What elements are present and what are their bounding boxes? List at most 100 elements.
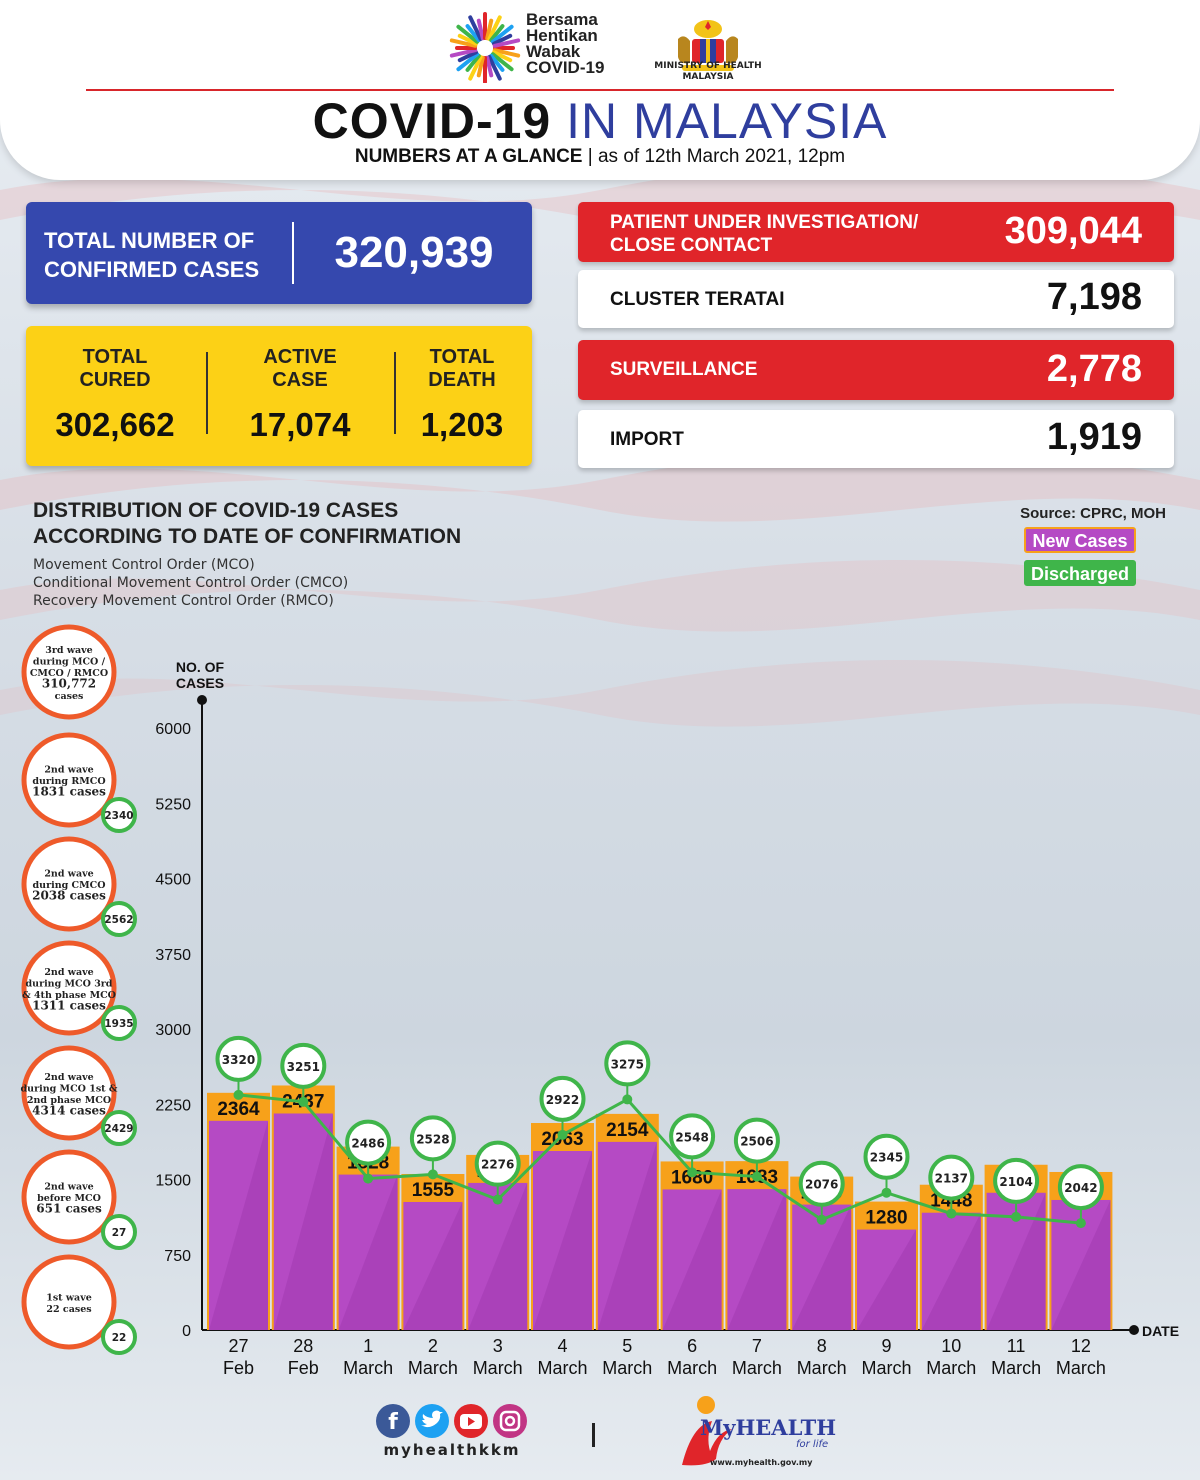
discharged-value-label: 2528 xyxy=(416,1132,449,1146)
active-case-stat: ACTIVE CASE 17,074 xyxy=(222,346,378,444)
bar-shade xyxy=(273,1113,333,1330)
stat-label: TOTAL DEATH xyxy=(428,346,496,391)
discharged-point: 3251 xyxy=(280,1042,327,1107)
bar-group: 2063 xyxy=(531,1123,594,1330)
wave-text: during MCO 3rd xyxy=(26,978,113,989)
wave-discharged-bubble xyxy=(101,1110,137,1146)
x-tick-label: 4 xyxy=(557,1336,567,1356)
discharged-value-label: 3251 xyxy=(287,1060,320,1074)
discharged-point: 2104 xyxy=(993,1157,1040,1222)
wave-text: 2nd phase MCO xyxy=(27,1095,111,1106)
wave-text: 1311 cases xyxy=(32,998,106,1012)
discharged-value-label: 2922 xyxy=(546,1093,579,1107)
wave-text: 2038 cases xyxy=(32,889,106,903)
source-row-surveillance: SURVEILLANCE 2,778 xyxy=(578,340,1174,400)
wave-text: 1831 cases xyxy=(32,785,106,799)
wave-circle xyxy=(21,1254,117,1350)
stat-label: TOTAL CURED xyxy=(79,346,151,391)
bar-shade xyxy=(468,1182,528,1330)
campaign-logo-text: Bersama Hentikan Wabak COVID-19 xyxy=(526,10,605,77)
x-tick-label: March xyxy=(667,1358,717,1378)
wave-circle xyxy=(21,732,117,828)
discharged-bubble xyxy=(409,1115,456,1162)
stat-value: 1,203 xyxy=(420,406,504,443)
wave-text: 2nd wave xyxy=(44,869,93,880)
x-tick-label: 7 xyxy=(752,1336,762,1356)
bar-shade xyxy=(662,1189,722,1330)
source-value: 7,198 xyxy=(1046,276,1142,318)
discharged-bubble xyxy=(798,1160,845,1207)
discharged-point: 2506 xyxy=(733,1117,780,1182)
wave-circle xyxy=(21,940,117,1036)
discharged-bubble xyxy=(733,1117,780,1164)
wave-text: 1st wave xyxy=(46,1292,92,1303)
malaysia-coat-of-arms-icon xyxy=(678,20,738,71)
bar-shade xyxy=(338,1174,398,1330)
wave-text: 4314 cases xyxy=(32,1103,106,1117)
wave-text: 2nd wave xyxy=(44,1072,93,1083)
x-tick-label: 3 xyxy=(493,1336,503,1356)
discharged-value-label: 3275 xyxy=(611,1057,644,1071)
x-tick-label: 11 xyxy=(1007,1336,1026,1356)
wave-discharged-bubble xyxy=(101,1005,137,1041)
wave-text: 2nd wave xyxy=(44,765,93,776)
bar-shade xyxy=(1051,1199,1111,1330)
wave-discharged-value: 2429 xyxy=(104,1123,133,1135)
bar-shade xyxy=(209,1120,268,1330)
discharged-line xyxy=(238,1093,1082,1225)
bar-shade xyxy=(597,1141,657,1330)
discharged-point: 2042 xyxy=(1057,1164,1104,1229)
footer: f myhealthkkm MyHEALTH for life www.myhe… xyxy=(0,1395,1200,1480)
facebook-icon xyxy=(376,1404,410,1438)
wave-discharged-bubble xyxy=(101,1319,137,1355)
x-tick-label: March xyxy=(602,1358,652,1378)
bar-shade xyxy=(792,1204,852,1330)
wave-circle xyxy=(21,1045,117,1141)
footer-divider xyxy=(592,1423,595,1447)
bar-shade xyxy=(533,1151,592,1330)
myhealth-tagline: for life xyxy=(796,1439,828,1450)
discharged-point: 2276 xyxy=(474,1140,521,1205)
summary-divider xyxy=(206,352,208,434)
x-tick-label: March xyxy=(991,1358,1041,1378)
svg-text:f: f xyxy=(388,1410,398,1435)
wave-circle xyxy=(21,836,117,932)
discharged-value-label: 2276 xyxy=(481,1158,514,1172)
discharged-bubble xyxy=(345,1119,392,1166)
legend-new-cases: New Cases xyxy=(1024,527,1136,553)
y-axis-label: CASES xyxy=(176,675,224,691)
x-tick-label: 6 xyxy=(687,1336,697,1356)
discharged-point: 2922 xyxy=(539,1075,586,1140)
page-title: COVID-19 IN MALAYSIA xyxy=(312,93,888,149)
discharged-value-label: 2486 xyxy=(351,1137,384,1151)
social-handle: myhealthkkm xyxy=(383,1441,521,1459)
data-source-label: Source: CPRC, MOH xyxy=(1020,505,1166,522)
discharged-value-label: 2345 xyxy=(870,1151,903,1165)
distribution-title: DISTRIBUTION OF COVID-19 CASES ACCORDING… xyxy=(33,499,462,548)
wave-text: 2nd wave xyxy=(44,1182,93,1193)
wave-discharged-value: 2340 xyxy=(104,810,133,822)
source-label: IMPORT xyxy=(610,429,684,450)
x-tick-label: March xyxy=(797,1358,847,1378)
source-value: 309,044 xyxy=(1004,210,1142,252)
source-row-cluster: CLUSTER TERATAI 7,198 xyxy=(578,270,1174,328)
summary-panel: TOTAL CURED 302,662 ACTIVE CASE 17,074 T… xyxy=(26,326,532,466)
wave-circle xyxy=(21,624,117,720)
wave-discharged-value: 2562 xyxy=(104,914,133,926)
x-axis-end-dot xyxy=(1129,1325,1139,1335)
source-row-pui: PATIENT UNDER INVESTIGATION/ CLOSE CONTA… xyxy=(578,202,1174,262)
x-tick-label: March xyxy=(343,1358,393,1378)
x-tick-label: Feb xyxy=(223,1358,254,1378)
discharged-value-label: 2076 xyxy=(805,1178,838,1192)
discharged-bubble xyxy=(604,1040,651,1087)
page-subtitle: NUMBERS AT A GLANCE | as of 12th March 2… xyxy=(354,146,846,167)
bar-shade xyxy=(921,1212,981,1330)
bar-value-label: 2154 xyxy=(606,1120,649,1141)
discharged-value-label: 2548 xyxy=(675,1130,708,1144)
wave-text: cases xyxy=(55,691,84,702)
y-axis-label: NO. OF xyxy=(176,659,225,675)
y-tick-label: 2250 xyxy=(155,1097,191,1114)
